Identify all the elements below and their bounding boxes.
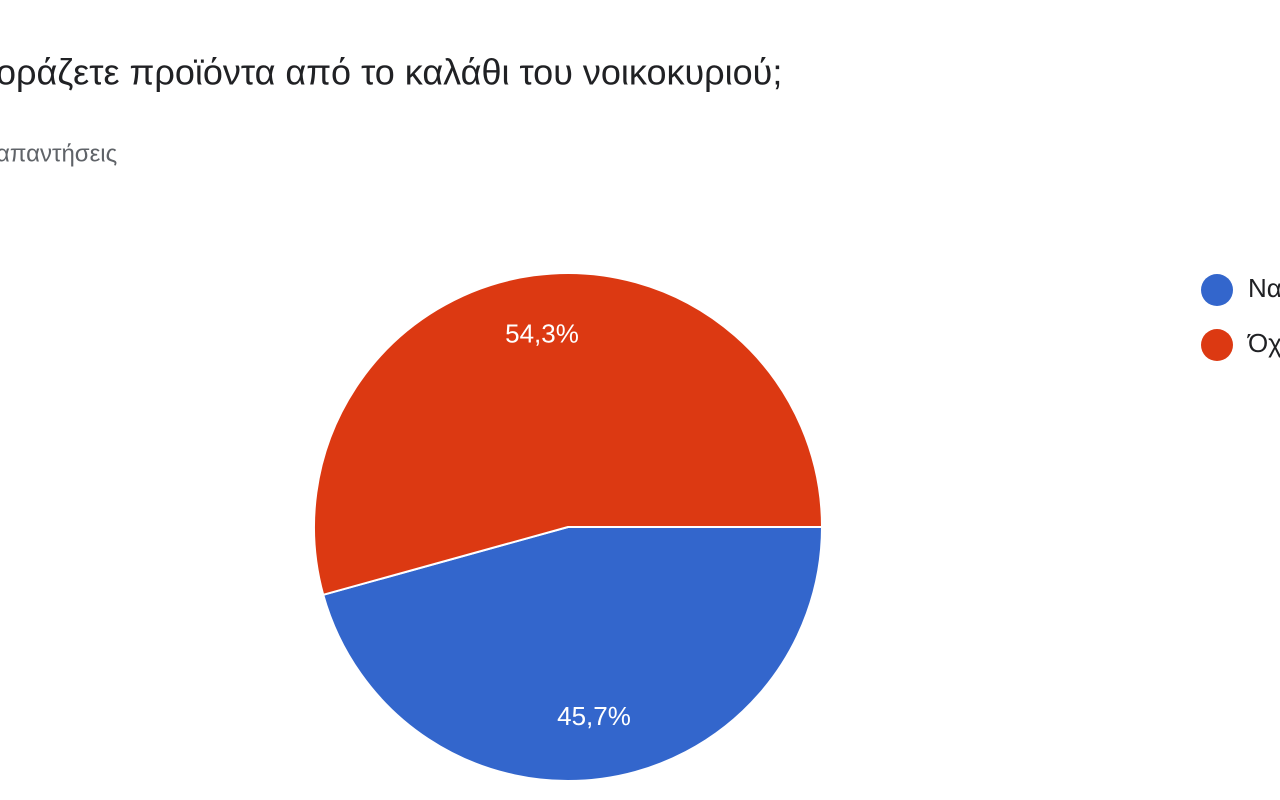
legend-marker [1201,329,1233,361]
pie-slice [321,526,824,782]
legend-marker [1201,274,1233,306]
chart-subtitle: απαντήσεις [0,140,117,167]
chart-title: οράζετε προϊόντα από το καλάθι του νοικο… [0,52,782,93]
data-label: 54,3% [505,319,579,349]
data-label: 45,7% [557,701,631,731]
legend-label: Όχ [1247,328,1280,358]
pie-slice [313,272,824,597]
legend-label: Να [1248,273,1280,303]
